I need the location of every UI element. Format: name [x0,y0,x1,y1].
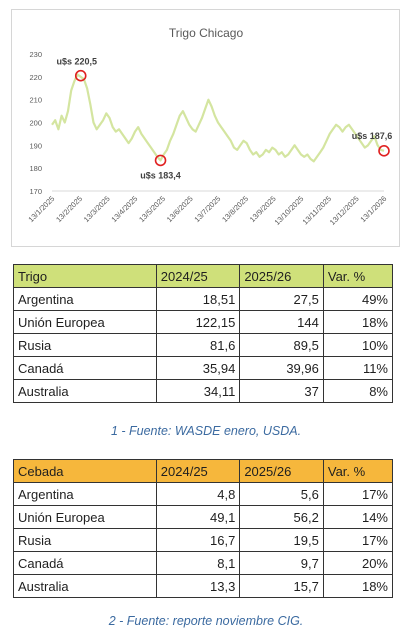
table-row: Unión Europea 122,15 144 18% [14,311,393,334]
x-tick-label: 13/6/2025 [165,194,195,224]
chart-title: Trigo Chicago [169,26,244,40]
trigo-table: Trigo 2024/25 2025/26 Var. % Argentina 1… [13,264,393,403]
x-tick-label: 13/4/2025 [109,194,139,224]
value-cell: 17% [323,483,392,506]
table-row: Australia 34,11 37 8% [14,380,393,403]
country-cell: Argentina [14,483,157,506]
country-cell: Canadá [14,357,157,380]
x-tick-label: 13/1/2026 [358,194,388,224]
value-cell: 16,7 [156,529,240,552]
value-cell: 18% [323,575,392,598]
header-cell: Var. % [323,460,392,483]
value-cell: 8% [323,380,392,403]
value-cell: 35,94 [156,357,240,380]
header-cell: Trigo [14,265,157,288]
value-cell: 11% [323,357,392,380]
table-row: Canadá 8,1 9,7 20% [14,552,393,575]
value-cell: 34,11 [156,380,240,403]
cebada-source-caption: 2 - Fuente: reporte noviembre CIG. [0,614,412,628]
value-cell: 39,96 [240,357,324,380]
series-line [52,75,384,162]
table-row: Rusia 16,7 19,5 17% [14,529,393,552]
x-tick-label: 13/7/2025 [192,194,222,224]
value-cell: 8,1 [156,552,240,575]
country-cell: Australia [14,380,157,403]
value-cell: 19,5 [240,529,324,552]
value-cell: 122,15 [156,311,240,334]
table-row: Australia 13,3 15,7 18% [14,575,393,598]
trigo-table-header: Trigo 2024/25 2025/26 Var. % [14,265,393,288]
value-cell: 14% [323,506,392,529]
header-cell: 2024/25 [156,265,240,288]
x-axis-ticks: 13/1/202513/2/202513/3/202513/4/202513/5… [26,194,388,227]
y-axis-ticks: 170 180 190 200 210 220 230 [29,50,42,196]
value-cell: 89,5 [240,334,324,357]
value-cell: 49% [323,288,392,311]
annotation-label: u$s 220,5 [56,57,97,67]
annotations: u$s 220,5 u$s 183,4 u$s 187,6 [56,57,392,181]
value-cell: 15,7 [240,575,324,598]
value-cell: 17% [323,529,392,552]
value-cell: 144 [240,311,324,334]
value-cell: 4,8 [156,483,240,506]
y-tick-label: 180 [29,164,42,173]
cebada-table: Cebada 2024/25 2025/26 Var. % Argentina … [13,459,393,598]
y-tick-label: 190 [29,141,42,150]
x-tick-label: 13/10/2025 [273,194,306,227]
value-cell: 5,6 [240,483,324,506]
country-cell: Unión Europea [14,311,157,334]
trigo-source-caption: 1 - Fuente: WASDE enero, USDA. [0,424,412,438]
value-cell: 56,2 [240,506,324,529]
table-row: Rusia 81,6 89,5 10% [14,334,393,357]
y-tick-label: 200 [29,119,42,128]
header-cell: Var. % [323,265,392,288]
header-cell: 2025/26 [240,460,324,483]
country-cell: Rusia [14,334,157,357]
value-cell: 18,51 [156,288,240,311]
value-cell: 18% [323,311,392,334]
value-cell: 81,6 [156,334,240,357]
value-cell: 37 [240,380,324,403]
table-row: Argentina 4,8 5,6 17% [14,483,393,506]
y-tick-label: 230 [29,50,42,59]
x-tick-label: 13/8/2025 [220,194,250,224]
table-row: Canadá 35,94 39,96 11% [14,357,393,380]
annotation-label: u$s 187,6 [352,131,393,141]
header-cell: Cebada [14,460,157,483]
table-row: Unión Europea 49,1 56,2 14% [14,506,393,529]
wheat-price-chart: Trigo Chicago 170 180 190 200 210 220 230 13/1… [11,9,400,247]
header-cell: 2024/25 [156,460,240,483]
y-tick-label: 170 [29,187,42,196]
value-cell: 20% [323,552,392,575]
chart-svg: Trigo Chicago 170 180 190 200 210 220 230 13/1… [12,10,401,248]
country-cell: Argentina [14,288,157,311]
x-tick-label: 13/2/2025 [54,194,84,224]
x-tick-label: 13/3/2025 [82,194,112,224]
header-cell: 2025/26 [240,265,324,288]
x-tick-label: 13/1/2025 [26,194,56,224]
country-cell: Rusia [14,529,157,552]
country-cell: Canadá [14,552,157,575]
table-row: Argentina 18,51 27,5 49% [14,288,393,311]
value-cell: 27,5 [240,288,324,311]
y-tick-label: 220 [29,73,42,82]
value-cell: 9,7 [240,552,324,575]
y-tick-label: 210 [29,96,42,105]
cebada-table-header: Cebada 2024/25 2025/26 Var. % [14,460,393,483]
annotation-label: u$s 183,4 [140,170,181,180]
x-tick-label: 13/12/2025 [328,194,361,227]
value-cell: 13,3 [156,575,240,598]
country-cell: Unión Europea [14,506,157,529]
x-tick-label: 13/5/2025 [137,194,167,224]
value-cell: 49,1 [156,506,240,529]
value-cell: 10% [323,334,392,357]
country-cell: Australia [14,575,157,598]
